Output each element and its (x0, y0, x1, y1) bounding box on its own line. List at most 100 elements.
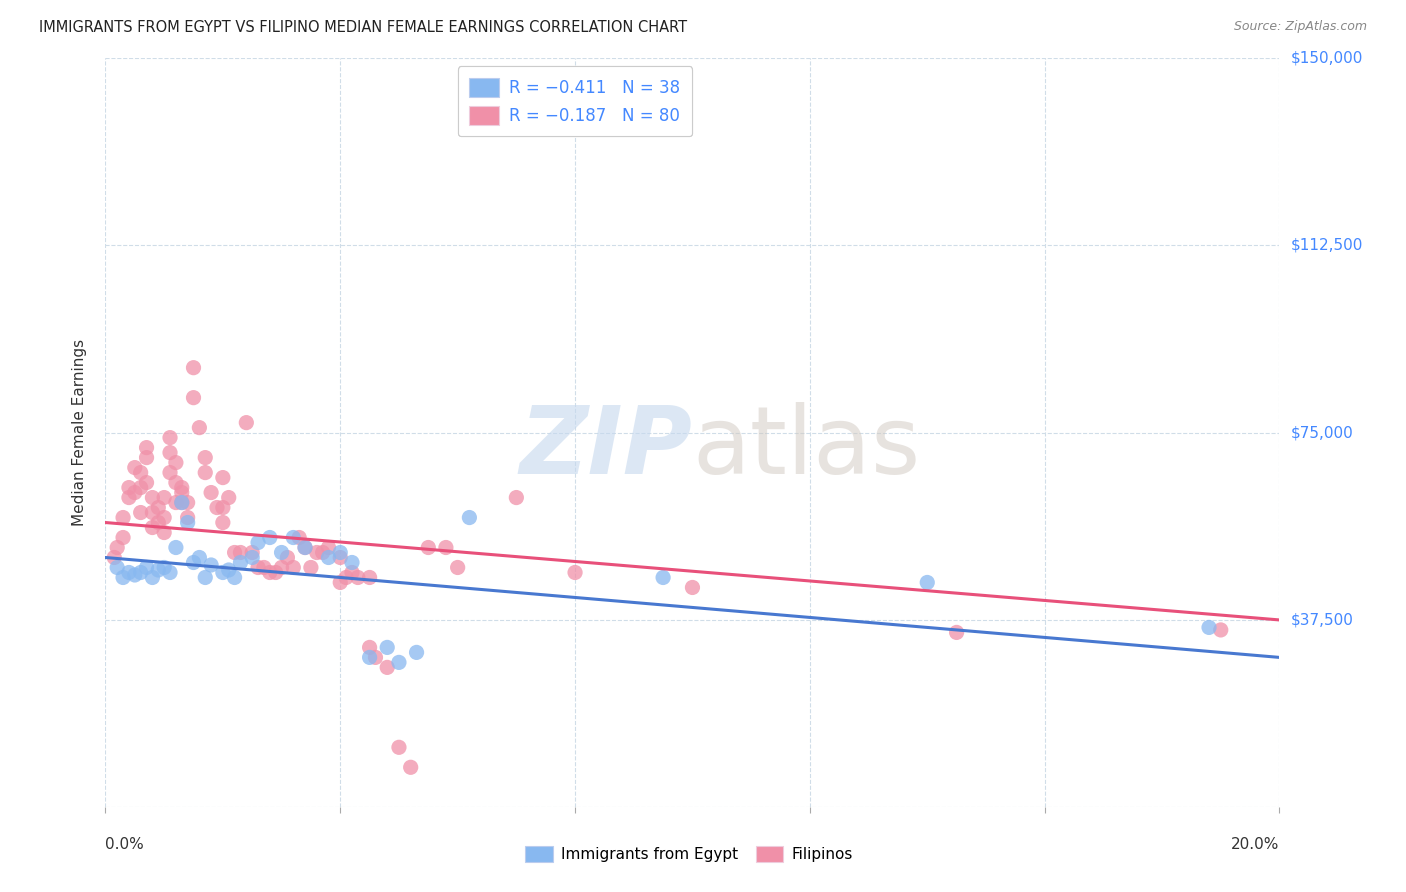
Point (124, 568, 146, 582)
Point (917, 575, 939, 590)
Point (148, 500, 170, 515)
Point (347, 570, 370, 584)
Point (170, 485, 193, 500)
Point (211, 470, 233, 484)
Point (170, 495, 193, 509)
Text: $37,500: $37,500 (1291, 613, 1354, 627)
Point (129, 466, 152, 480)
Point (112, 531, 135, 545)
Point (359, 640, 381, 655)
Point (165, 456, 187, 470)
Text: ZIP: ZIP (520, 401, 693, 493)
Point (505, 491, 527, 505)
Point (129, 506, 152, 520)
Point (211, 516, 233, 530)
Point (283, 560, 305, 574)
Y-axis label: Median Female Earnings: Median Female Earnings (72, 339, 87, 526)
Point (340, 556, 363, 570)
Point (564, 566, 586, 580)
Point (229, 556, 252, 570)
Point (359, 570, 381, 584)
Legend: R = −0.411   N = 38, R = −0.187   N = 80: R = −0.411 N = 38, R = −0.187 N = 80 (458, 66, 692, 136)
Point (159, 445, 181, 459)
Point (165, 475, 187, 490)
Point (224, 570, 246, 584)
Text: atlas: atlas (693, 401, 921, 493)
Point (434, 541, 457, 555)
Point (247, 535, 270, 549)
Point (211, 500, 233, 515)
Point (194, 570, 217, 584)
Point (240, 545, 263, 559)
Point (105, 541, 128, 555)
Point (240, 550, 263, 565)
Point (405, 645, 427, 659)
Point (259, 531, 281, 545)
Point (1198, 620, 1220, 634)
Point (124, 460, 146, 475)
Point (253, 560, 276, 574)
Point (141, 570, 163, 584)
Text: $112,500: $112,500 (1291, 238, 1362, 252)
Point (375, 660, 398, 674)
Point (176, 495, 198, 509)
Point (129, 566, 152, 580)
Point (124, 485, 146, 500)
Point (340, 566, 363, 580)
Point (188, 550, 211, 565)
Point (294, 541, 316, 555)
Point (194, 450, 217, 465)
Point (235, 416, 257, 430)
Point (159, 566, 181, 580)
Point (200, 558, 222, 572)
Point (200, 485, 222, 500)
Point (170, 481, 193, 495)
Point (118, 481, 141, 495)
Point (318, 541, 340, 555)
Point (129, 481, 152, 495)
Point (141, 491, 163, 505)
Point (945, 625, 967, 640)
Point (329, 575, 352, 590)
Point (283, 531, 305, 545)
Point (112, 510, 135, 524)
Point (259, 566, 281, 580)
Text: IMMIGRANTS FROM EGYPT VS FILIPINO MEDIAN FEMALE EARNINGS CORRELATION CHART: IMMIGRANTS FROM EGYPT VS FILIPINO MEDIAN… (39, 20, 688, 35)
Point (183, 556, 205, 570)
Point (218, 491, 240, 505)
Point (112, 570, 135, 584)
Text: 0.0%: 0.0% (105, 838, 145, 852)
Point (294, 541, 316, 555)
Point (682, 581, 704, 595)
Point (652, 570, 675, 584)
Point (218, 563, 240, 577)
Text: $75,000: $75,000 (1291, 425, 1354, 440)
Point (176, 516, 198, 530)
Point (229, 545, 252, 559)
Point (375, 640, 398, 655)
Point (329, 550, 352, 565)
Point (388, 656, 411, 670)
Point (103, 550, 125, 565)
Point (188, 420, 211, 434)
Point (399, 760, 422, 774)
Point (205, 500, 228, 515)
Point (118, 566, 141, 580)
Point (388, 740, 411, 755)
Point (148, 516, 170, 530)
Point (311, 545, 333, 559)
Point (329, 545, 352, 559)
Point (183, 360, 205, 375)
Point (194, 466, 217, 480)
Point (135, 475, 157, 490)
Point (159, 431, 181, 445)
Point (153, 560, 176, 574)
Point (447, 560, 470, 574)
Point (153, 491, 176, 505)
Point (176, 510, 198, 524)
Point (141, 506, 163, 520)
Point (159, 466, 181, 480)
Point (318, 550, 340, 565)
Text: $150,000: $150,000 (1291, 51, 1362, 65)
Point (305, 545, 328, 559)
